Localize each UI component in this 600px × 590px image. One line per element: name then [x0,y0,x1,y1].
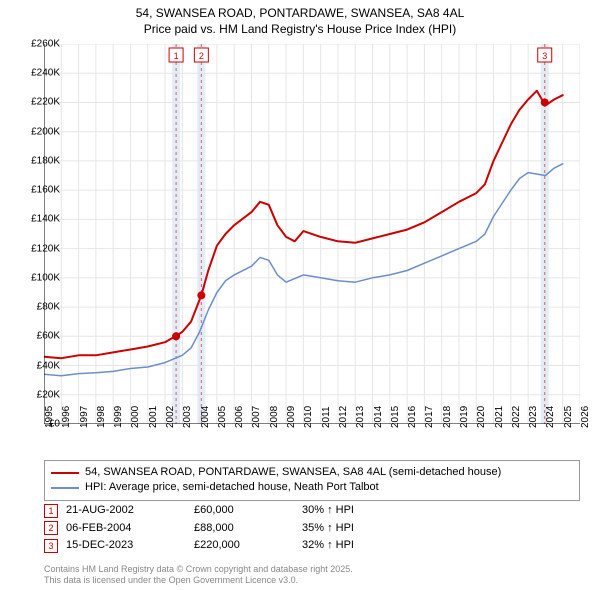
sale-row: 3 15-DEC-2023 £220,000 32% ↑ HPI [44,537,580,555]
x-tick-label: 2019 [459,406,470,428]
x-tick-label: 2005 [217,406,228,428]
sale-row: 1 21-AUG-2002 £60,000 30% ↑ HPI [44,502,580,520]
y-tick-label: £260K [20,39,60,50]
x-tick-label: 2009 [286,406,297,428]
legend: 54, SWANSEA ROAD, PONTARDAWE, SWANSEA, S… [44,460,580,501]
x-tick-label: 2012 [338,406,349,428]
x-tick-label: 2026 [580,406,591,428]
x-tick-label: 2006 [234,406,245,428]
x-tick-label: 2002 [165,406,176,428]
x-tick-label: 2004 [200,406,211,428]
y-tick-label: £100K [20,272,60,283]
attribution: Contains HM Land Registry data © Crown c… [44,564,580,587]
legend-label: HPI: Average price, semi-detached house,… [85,480,379,495]
y-tick-label: £20K [20,389,60,400]
y-tick-label: £80K [20,302,60,313]
legend-swatch [51,472,79,474]
sale-pct: 30% ↑ HPI [302,502,422,520]
sale-marker: 2 [44,521,58,535]
x-tick-label: 1997 [79,406,90,428]
x-tick-label: 2011 [321,406,332,428]
x-tick-label: 2017 [424,406,435,428]
sale-pct: 32% ↑ HPI [302,537,422,555]
sale-row: 2 06-FEB-2004 £88,000 35% ↑ HPI [44,520,580,538]
y-tick-label: £140K [20,214,60,225]
sale-marker: 1 [44,504,58,518]
x-tick-label: 2021 [494,406,505,428]
sales-table: 1 21-AUG-2002 £60,000 30% ↑ HPI 2 06-FEB-2004… [44,502,580,555]
svg-text:3: 3 [542,51,547,61]
x-tick-label: 2014 [373,406,384,428]
legend-label: 54, SWANSEA ROAD, PONTARDAWE, SWANSEA, S… [85,465,501,480]
line-chart: 1 2 3 [44,44,580,424]
svg-text:2: 2 [199,51,204,61]
y-tick-label: £40K [20,360,60,371]
sale-date: 21-AUG-2002 [66,502,186,520]
svg-text:1: 1 [174,51,179,61]
sale-marker: 3 [44,539,58,553]
x-tick-label: 2025 [563,406,574,428]
chart-area: 1 2 3 [44,44,580,424]
x-tick-label: 2010 [303,406,314,428]
sale-date: 06-FEB-2004 [66,520,186,538]
y-tick-label: £160K [20,185,60,196]
y-tick-label: £180K [20,155,60,166]
sale-date: 15-DEC-2023 [66,537,186,555]
x-tick-label: 2007 [251,406,262,428]
sale-pct: 35% ↑ HPI [302,520,422,538]
legend-item: HPI: Average price, semi-detached house,… [51,480,573,495]
x-tick-label: 2001 [148,406,159,428]
title-line-1: 54, SWANSEA ROAD, PONTARDAWE, SWANSEA, S… [0,6,600,22]
x-tick-label: 2003 [182,406,193,428]
x-tick-label: 2023 [528,406,539,428]
x-tick-label: 2000 [130,406,141,428]
x-tick-label: 1999 [113,406,124,428]
sale-price: £220,000 [194,537,294,555]
y-tick-label: £220K [20,97,60,108]
x-tick-label: 2013 [355,406,366,428]
chart-title: 54, SWANSEA ROAD, PONTARDAWE, SWANSEA, S… [0,0,600,37]
x-tick-label: 2018 [442,406,453,428]
x-tick-label: 2020 [476,406,487,428]
x-tick-label: 2016 [407,406,418,428]
y-tick-label: £120K [20,243,60,254]
legend-swatch [51,487,79,489]
x-tick-label: 1996 [61,406,72,428]
y-tick-label: £240K [20,68,60,79]
y-tick-label: £60K [20,331,60,342]
sale-price: £88,000 [194,520,294,538]
x-tick-label: 2022 [511,406,522,428]
x-tick-label: 2015 [390,406,401,428]
y-tick-label: £200K [20,126,60,137]
x-tick-label: 1995 [44,406,55,428]
x-tick-label: 2008 [269,406,280,428]
x-tick-label: 2024 [545,406,556,428]
legend-item: 54, SWANSEA ROAD, PONTARDAWE, SWANSEA, S… [51,465,573,480]
sale-price: £60,000 [194,502,294,520]
title-line-2: Price paid vs. HM Land Registry's House … [0,22,600,38]
x-tick-label: 1998 [96,406,107,428]
attribution-text: Contains HM Land Registry data © Crown c… [44,564,353,585]
